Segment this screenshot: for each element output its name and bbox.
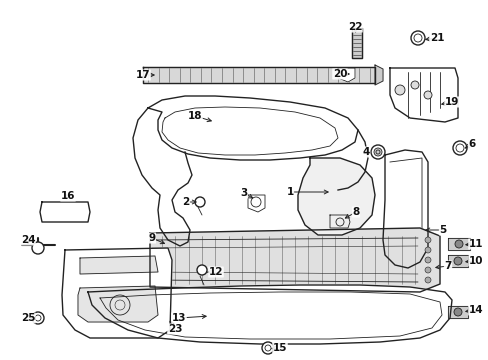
Text: 11: 11 [468,239,482,249]
Text: 12: 12 [208,267,223,277]
Circle shape [394,85,404,95]
Text: 5: 5 [439,225,446,235]
Text: 20: 20 [332,69,346,79]
Polygon shape [40,202,90,222]
Polygon shape [329,215,349,228]
Text: 24: 24 [20,235,35,245]
Text: 17: 17 [135,70,150,80]
Circle shape [370,145,384,159]
Circle shape [197,265,206,275]
Polygon shape [447,238,469,250]
Circle shape [213,113,226,127]
Polygon shape [389,68,457,122]
Circle shape [452,141,466,155]
Text: 1: 1 [286,187,293,197]
Text: 18: 18 [187,111,202,121]
Polygon shape [142,67,374,83]
Text: 16: 16 [61,191,75,201]
Text: 14: 14 [468,305,482,315]
Circle shape [454,240,462,248]
Text: 6: 6 [468,139,475,149]
Circle shape [32,242,44,254]
Text: 19: 19 [444,97,458,107]
Polygon shape [447,306,467,318]
Circle shape [453,257,461,265]
Circle shape [423,91,431,99]
Polygon shape [447,255,467,267]
Text: 2: 2 [182,197,189,207]
Circle shape [424,277,430,283]
Circle shape [424,237,430,243]
Circle shape [262,342,273,354]
Circle shape [373,148,381,156]
Polygon shape [247,195,264,212]
Text: 21: 21 [429,33,443,43]
Text: 8: 8 [352,207,359,217]
Polygon shape [62,248,172,338]
Text: 3: 3 [240,188,247,198]
Text: 4: 4 [362,147,369,157]
Circle shape [32,312,44,324]
Circle shape [195,197,204,207]
Text: 15: 15 [272,343,286,353]
Polygon shape [148,96,357,160]
Text: 9: 9 [148,233,155,243]
Circle shape [424,247,430,253]
Text: 25: 25 [20,313,35,323]
Text: 23: 23 [167,324,182,334]
Circle shape [410,31,424,45]
Circle shape [424,257,430,263]
Polygon shape [351,28,361,58]
Text: 10: 10 [468,256,482,266]
Polygon shape [382,150,427,268]
Polygon shape [80,256,158,274]
Circle shape [424,267,430,273]
Polygon shape [374,65,382,85]
Polygon shape [88,285,451,344]
Text: 7: 7 [444,261,451,271]
Circle shape [453,308,461,316]
Circle shape [410,81,418,89]
Polygon shape [337,68,354,82]
Text: 13: 13 [171,313,186,323]
Polygon shape [150,228,439,292]
Polygon shape [297,158,374,235]
Text: 22: 22 [347,22,362,32]
Polygon shape [78,286,158,322]
